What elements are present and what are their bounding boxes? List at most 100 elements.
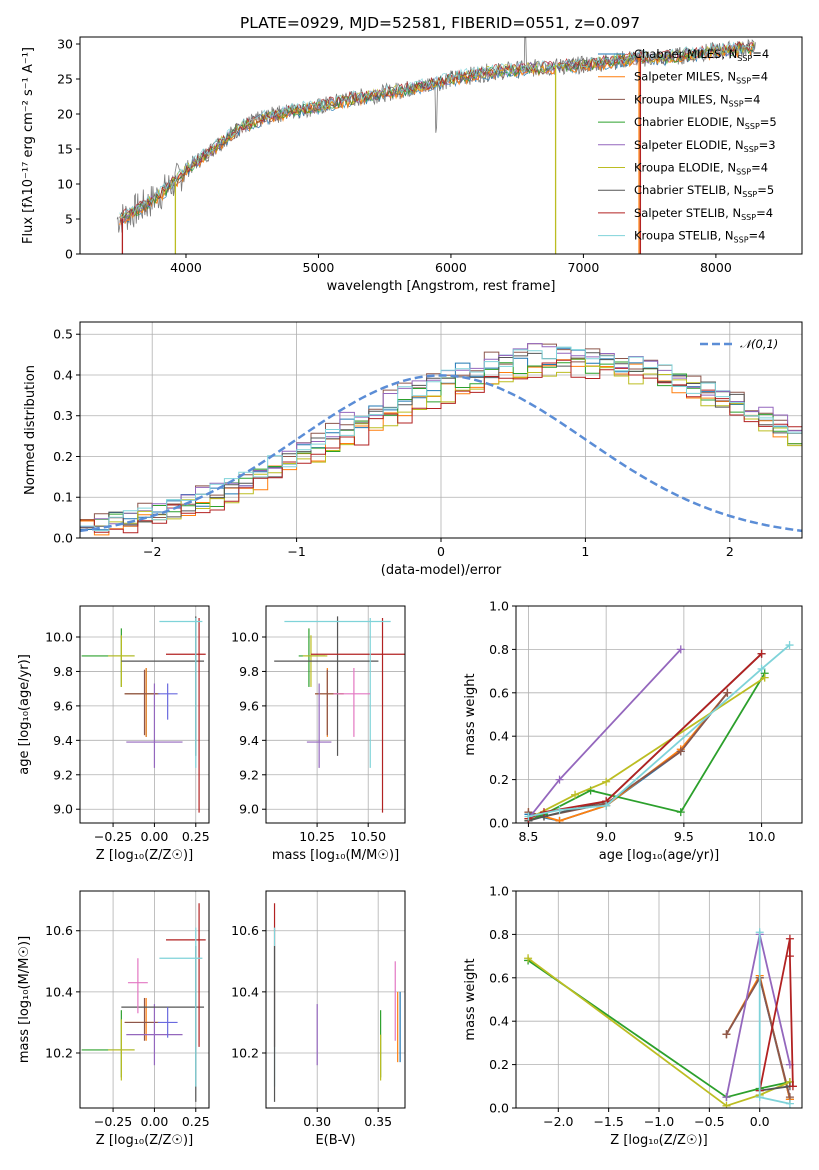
errorbar-point: [159, 618, 203, 768]
legend-entry: Salpeter ELODIE, NSSP=3: [634, 138, 776, 154]
y-tick-label: 0.6: [489, 970, 509, 985]
errorbar-point: [166, 903, 206, 1047]
errorbar-point: [284, 618, 391, 768]
series-line: [725, 975, 791, 1098]
y-tick-label: 9.4: [239, 733, 259, 748]
y-tick-label: 9.2: [239, 767, 259, 782]
y-tick-label: 25: [57, 72, 73, 87]
x-tick-label: −1.5: [593, 1114, 623, 1129]
spectrum-title: PLATE=0929, MJD=52581, FIBERID=0551, z=0…: [240, 14, 640, 32]
y-tick-label: 10.6: [45, 923, 73, 938]
x-tick-label: 0.30: [303, 1114, 331, 1129]
errorbar-point: [81, 1010, 135, 1078]
series-marker: [757, 649, 766, 658]
x-axis-label: (data-model)/error: [381, 563, 502, 578]
errorbar-point: [124, 669, 158, 736]
y-tick-label: 0.3: [53, 408, 73, 423]
mass-weight-series: [524, 645, 685, 823]
series-line: [528, 692, 729, 822]
y-tick-label: 30: [57, 37, 73, 52]
series-line: [527, 676, 766, 820]
y-tick-label: 9.0: [239, 802, 259, 817]
y-tick-label: 10.0: [231, 630, 259, 645]
series-line: [759, 1085, 791, 1092]
legend-entry: Kroupa STELIB, NSSP=4: [634, 229, 765, 245]
series-marker: [676, 645, 685, 654]
x-axis-label: Z [log₁₀(Z/Z☉)]: [96, 1133, 193, 1148]
errorbar-point: [159, 927, 203, 1087]
y-tick-label: 15: [57, 142, 73, 157]
y-axis-label: Flux [fλ10⁻¹⁷ erg cm⁻² s⁻¹ A⁻¹]: [21, 47, 36, 244]
x-tick-label: 10.50: [350, 829, 386, 844]
y-tick-label: 0.2: [489, 1057, 509, 1072]
series-line: [528, 692, 729, 822]
series-marker: [722, 1030, 731, 1039]
x-axis-label: Z [log₁₀(Z/Z☉)]: [96, 848, 193, 863]
axes-frame: [515, 605, 803, 824]
y-tick-label: 0.0: [489, 816, 509, 831]
y-tick-label: 1.0: [489, 599, 509, 614]
mass-vs-metallicity-panel: −0.25 0.00 0.25 10.2 10.4 10.6 Z [log₁₀(Z/Z☉)]…: [17, 890, 210, 1148]
x-tick-label: −1.0: [644, 1114, 674, 1129]
mass-weight-series: [524, 649, 766, 823]
y-tick-label: 0.2: [489, 772, 509, 787]
axes-frame: [79, 605, 210, 824]
x-tick-label: 1: [581, 544, 589, 559]
mass-vs-ebv-panel: 0.30 0.35 10.2 10.4 10.6 E(B-V): [231, 890, 406, 1148]
series-marker: [571, 790, 580, 799]
series-marker: [788, 1082, 797, 1091]
legend-entry: Chabrier STELIB, NSSP=5: [634, 183, 774, 199]
y-tick-label: 9.0: [53, 802, 73, 817]
series-marker: [555, 775, 564, 784]
x-axis-label: E(B-V): [315, 1133, 355, 1148]
x-tick-label: 6000: [435, 260, 467, 275]
x-tick-label: −0.25: [94, 1114, 132, 1129]
plot-area: [524, 641, 794, 823]
errorbar-point: [124, 997, 158, 1041]
y-tick-label: 0.6: [489, 685, 509, 700]
series-marker: [602, 801, 611, 810]
residual-histogram: [80, 346, 802, 538]
age-vs-metallicity-panel: −0.25 0.00 0.25 9.0 9.2 9.4 9.6 9.8 10.0 Z [log₁₀…: [17, 605, 210, 863]
series-marker: [755, 1093, 764, 1102]
y-axis-label: Normed distribution: [23, 365, 38, 495]
y-tick-label: 10.2: [231, 1045, 259, 1060]
series-marker: [785, 641, 794, 650]
spectrum-panel: 4000 5000 6000 7000 8000 0 5 10 15 20 25 30 waveleng…: [21, 36, 803, 294]
model-spectrum-line: [119, 42, 755, 223]
series-marker: [555, 805, 564, 814]
axes-frame: [79, 321, 803, 539]
mass-weight-vs-age-panel: 8.5 9.0 9.5 10.0 0.0 0.2 0.4 0.6 0.8 1.0 age [log₁…: [463, 599, 803, 863]
y-tick-label: 0: [65, 247, 73, 262]
x-tick-label: 7000: [568, 260, 600, 275]
x-tick-label: 0.00: [141, 829, 169, 844]
y-tick-label: 9.6: [239, 698, 259, 713]
y-tick-label: 0.4: [489, 1014, 509, 1029]
x-axis-label: Z [log₁₀(Z/Z☉)]: [610, 1133, 707, 1148]
y-tick-label: 20: [57, 107, 73, 122]
mass-weight-series: [524, 641, 794, 821]
series-marker: [755, 928, 764, 937]
errorbar-point: [310, 618, 405, 813]
series-line: [725, 975, 791, 1100]
y-tick-label: 5: [65, 212, 73, 227]
axes-frame: [79, 36, 803, 255]
x-tick-label: 0.25: [182, 1114, 210, 1129]
legend-entry: Salpeter STELIB, NSSP=4: [634, 206, 773, 222]
spectrum-legend: Chabrier MILES, NSSP=4 Salpeter MILES, NS…: [598, 47, 777, 245]
x-tick-label: −2.0: [543, 1114, 573, 1129]
y-tick-label: 9.8: [239, 664, 259, 679]
y-tick-label: 0.1: [53, 490, 73, 505]
residual-histogram: [80, 359, 802, 538]
y-tick-label: 0.8: [489, 642, 509, 657]
plot-area: [524, 928, 797, 1108]
axes-frame: [79, 890, 210, 1109]
series-marker: [722, 1093, 731, 1102]
x-tick-label: −0.25: [94, 829, 132, 844]
series-line: [528, 644, 791, 818]
y-axis-label: mass weight: [463, 673, 478, 755]
errorbar-point: [306, 683, 332, 768]
errorbar-point: [126, 1004, 183, 1066]
legend-entry: Kroupa ELODIE, NSSP=4: [634, 161, 768, 177]
series-marker: [760, 673, 769, 682]
